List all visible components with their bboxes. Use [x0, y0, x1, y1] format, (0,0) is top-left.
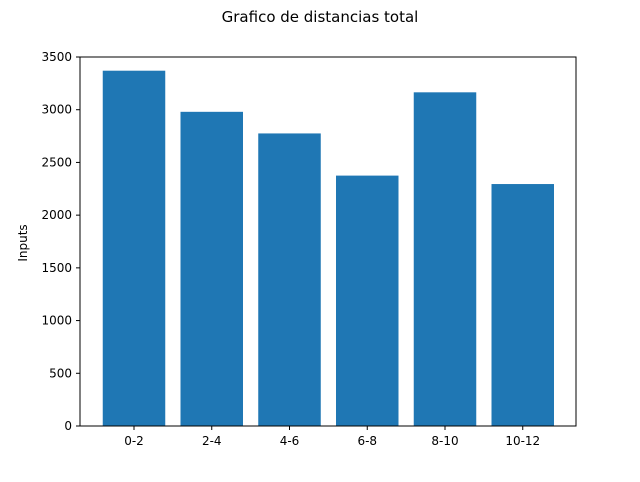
x-tick-label: 10-12 [505, 434, 540, 448]
bar-6-8 [336, 175, 399, 426]
plot-area-frame [79, 56, 577, 427]
x-tick-label: 0-2 [124, 434, 144, 448]
x-tick-label: 6-8 [357, 434, 377, 448]
bars-group [102, 70, 554, 426]
x-tick-label: 4-6 [280, 434, 300, 448]
x-tick-label: 8-10 [431, 434, 458, 448]
chart-title: Grafico de distancias total [222, 8, 419, 26]
y-axis-label: Inputs [16, 224, 30, 261]
y-tick-label: 1500 [41, 261, 72, 275]
y-tick-label: 3500 [41, 50, 72, 64]
x-tick-label: 2-4 [202, 434, 222, 448]
y-axis-ticks: 0 500 1000 1500 2000 2500 3000 3500 [41, 50, 80, 433]
bar-4-6 [258, 133, 321, 426]
y-tick-label: 1000 [41, 314, 72, 328]
bar-10-12 [491, 184, 554, 426]
y-tick-label: 3000 [41, 103, 72, 117]
y-tick-label: 2000 [41, 208, 72, 222]
x-axis-ticks: 0-2 2-4 4-6 6-8 8-10 10-12 [124, 426, 540, 448]
bar-8-10 [413, 92, 477, 426]
bar-0-2 [102, 70, 166, 426]
y-tick-label: 2500 [41, 155, 72, 169]
y-tick-label: 0 [64, 419, 72, 433]
y-tick-label: 500 [49, 366, 72, 380]
bar-2-4 [180, 111, 243, 426]
